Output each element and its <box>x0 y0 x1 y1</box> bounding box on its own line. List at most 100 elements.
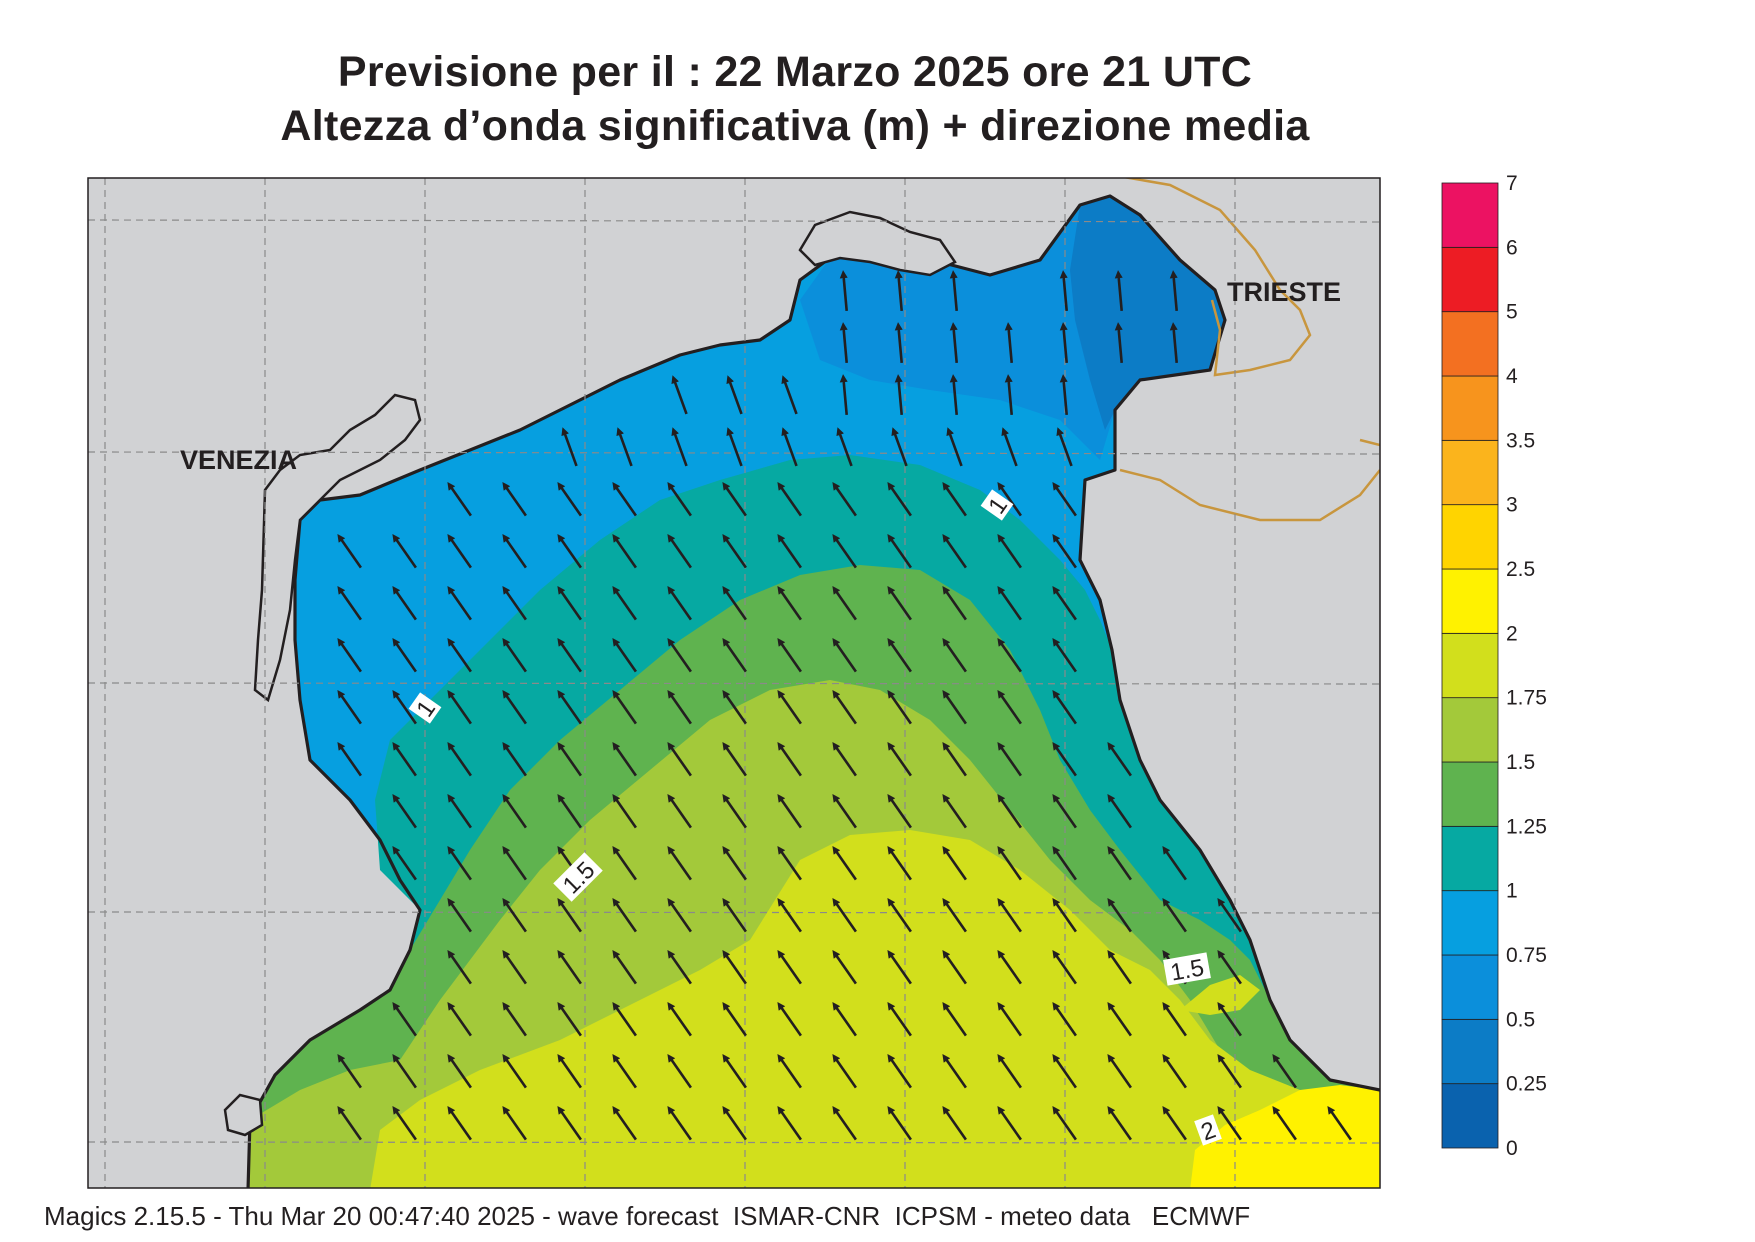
direction-arrow <box>832 741 857 777</box>
direction-arrow <box>942 533 967 569</box>
direction-arrow <box>722 585 747 621</box>
colorbar-tick-label: 5 <box>1506 301 1518 324</box>
direction-arrow <box>949 322 958 364</box>
direction-arrow <box>502 481 527 517</box>
direction-arrow <box>997 1001 1022 1037</box>
colorbar-tick-label: 2.5 <box>1506 558 1535 581</box>
direction-arrow <box>1052 793 1077 829</box>
direction-arrow <box>557 637 582 673</box>
direction-arrow <box>1114 270 1123 312</box>
direction-arrow <box>612 533 637 569</box>
direction-arrow <box>777 481 802 517</box>
direction-arrow <box>557 897 582 933</box>
direction-arrow <box>942 845 967 881</box>
contour-label-2: 2 <box>1194 1114 1222 1146</box>
direction-arrow <box>1169 270 1178 312</box>
direction-arrow <box>894 270 903 312</box>
colorbar-swatch <box>1441 246 1499 313</box>
direction-arrow <box>612 949 637 985</box>
direction-arrow <box>667 793 692 829</box>
direction-arrow <box>447 845 472 881</box>
colorbar-tick-label: 4 <box>1506 365 1518 388</box>
direction-arrow <box>392 637 417 673</box>
direction-arrow <box>1052 1053 1077 1089</box>
direction-arrow <box>942 741 967 777</box>
colorbar-swatch <box>1441 632 1499 699</box>
direction-arrow <box>832 949 857 985</box>
direction-arrow <box>1162 845 1187 881</box>
colorbar-tick-label: 7 <box>1506 172 1518 195</box>
direction-arrow <box>777 1053 802 1089</box>
direction-arrow <box>392 1053 417 1089</box>
colorbar-swatch <box>1441 568 1499 634</box>
colorbar-tick-label: 3.5 <box>1506 429 1535 452</box>
direction-arrow <box>942 1053 967 1089</box>
direction-arrow <box>612 793 637 829</box>
direction-arrow <box>502 949 527 985</box>
colorbar-tick-label: 0.75 <box>1506 944 1547 967</box>
direction-arrow <box>1059 322 1068 364</box>
direction-arrow <box>997 1105 1022 1141</box>
direction-arrow <box>1059 374 1068 416</box>
direction-arrow <box>722 1053 747 1089</box>
direction-arrow <box>887 637 912 673</box>
direction-arrow <box>667 1001 692 1037</box>
direction-arrow <box>557 585 582 621</box>
direction-arrow <box>502 1001 527 1037</box>
colorbar-legend: 0 0.25 0.5 0.75 1 1.25 1.5 1.75 2 2.5 3 3.5 4 5 6 7 <box>1441 172 1547 1160</box>
direction-arrow <box>722 1001 747 1037</box>
direction-arrow <box>949 270 958 312</box>
direction-arrow <box>1217 1001 1242 1037</box>
forecast-title: Previsione per il : 22 Marzo 2025 ore 21… <box>337 48 1253 96</box>
direction-arrow <box>832 1001 857 1037</box>
direction-arrow <box>1052 845 1077 881</box>
direction-arrow <box>612 897 637 933</box>
direction-arrow <box>942 793 967 829</box>
direction-arrow <box>447 481 472 517</box>
direction-arrow <box>832 481 857 517</box>
direction-arrow <box>722 481 747 517</box>
direction-arrow <box>887 533 912 569</box>
map-frame <box>87 177 1381 1189</box>
direction-arrow <box>997 1053 1022 1089</box>
state-border <box>1119 178 1380 522</box>
direction-arrow <box>1052 741 1077 777</box>
direction-arrow <box>557 741 582 777</box>
direction-arrow <box>1001 427 1018 467</box>
direction-arrow <box>942 637 967 673</box>
colorbar-swatch <box>1441 504 1499 570</box>
direction-arrow <box>392 533 417 569</box>
direction-arrow <box>832 533 857 569</box>
direction-arrow <box>777 637 802 673</box>
direction-arrow <box>1052 481 1077 517</box>
direction-arrow <box>447 1105 472 1141</box>
colorbar-swatch <box>1441 890 1499 956</box>
direction-arrow <box>1162 1053 1187 1089</box>
contour-label-1.5b: 1.5 <box>1163 952 1211 987</box>
direction-arrow <box>1217 949 1242 985</box>
direction-arrow <box>722 689 747 725</box>
direction-arrow <box>502 793 527 829</box>
direction-arrow <box>1107 741 1132 777</box>
direction-arrow <box>777 585 802 621</box>
direction-arrow <box>887 1105 912 1141</box>
direction-arrow <box>1052 1105 1077 1141</box>
variable-subtitle: Altezza d’onda significativa (m) + direz… <box>280 102 1310 150</box>
direction-arrow <box>839 322 848 364</box>
direction-arrow <box>1004 374 1013 416</box>
direction-arrow <box>671 427 688 467</box>
direction-arrow <box>887 1053 912 1089</box>
direction-arrow <box>997 637 1022 673</box>
direction-arrow <box>997 481 1022 517</box>
direction-arrow <box>777 1001 802 1037</box>
direction-arrow <box>777 949 802 985</box>
direction-arrow <box>447 689 472 725</box>
colorbar-swatch <box>1441 825 1499 892</box>
direction-arrow <box>722 793 747 829</box>
direction-arrow <box>447 533 472 569</box>
map-area: 1 1 1.5 1.5 2 VENEZIA TRIESTE <box>88 178 1380 1188</box>
colorbar-tick-label: 1.5 <box>1506 751 1535 774</box>
direction-arrow <box>667 845 692 881</box>
direction-arrow <box>887 741 912 777</box>
direction-arrow <box>832 637 857 673</box>
